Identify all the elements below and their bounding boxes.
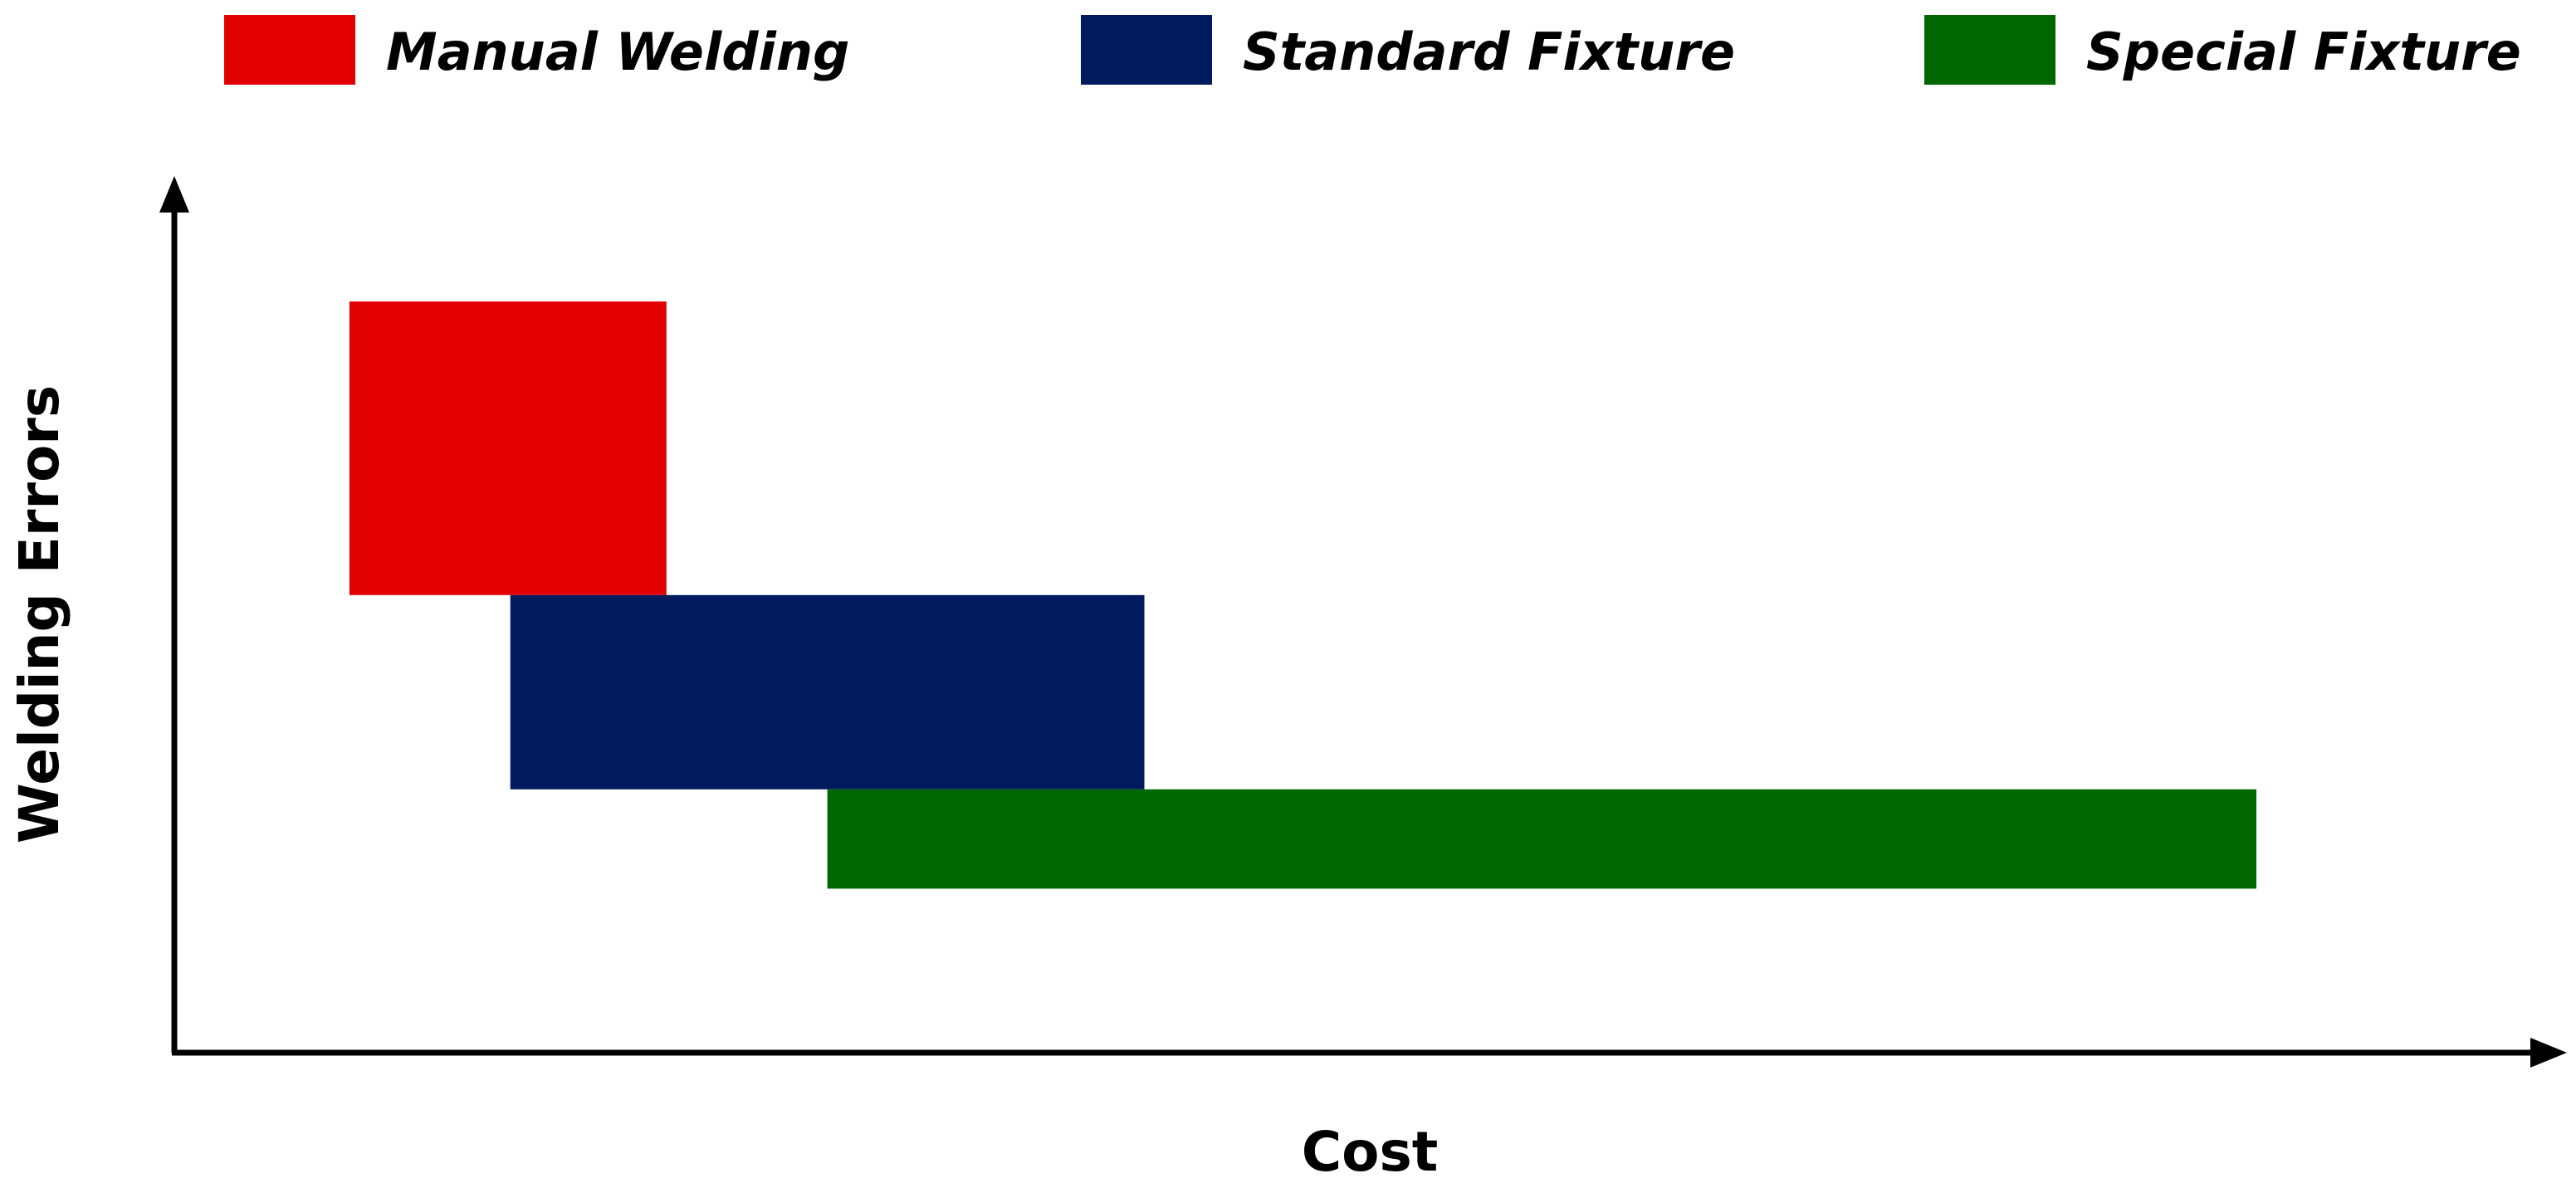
legend-swatch-standard-fixture	[1081, 15, 1212, 85]
x-axis-arrow	[2530, 1038, 2567, 1068]
legend-item-manual-welding: Manual Welding	[224, 15, 849, 85]
plot-area	[349, 301, 2256, 889]
y-axis-arrow	[159, 176, 189, 213]
x-axis-label: Cost	[1302, 1120, 1439, 1184]
bar-standard-fixture	[510, 594, 1145, 790]
legend-label-manual-welding: Manual Welding	[386, 22, 849, 82]
legend-item-standard-fixture: Standard Fixture	[1081, 15, 1735, 85]
y-axis-label: Welding Errors	[7, 385, 71, 843]
legend-swatch-special-fixture	[1924, 15, 2055, 85]
legend-swatch-manual-welding	[224, 15, 355, 85]
bar-special-fixture	[827, 789, 2256, 889]
legend-label-standard-fixture: Standard Fixture	[1243, 22, 1735, 82]
legend: Manual Welding Standard Fixture Special Fi…	[224, 15, 2521, 85]
legend-label-special-fixture: Special Fixture	[2086, 22, 2521, 82]
bar-manual-welding	[349, 301, 667, 595]
legend-item-special-fixture: Special Fixture	[1924, 15, 2521, 85]
